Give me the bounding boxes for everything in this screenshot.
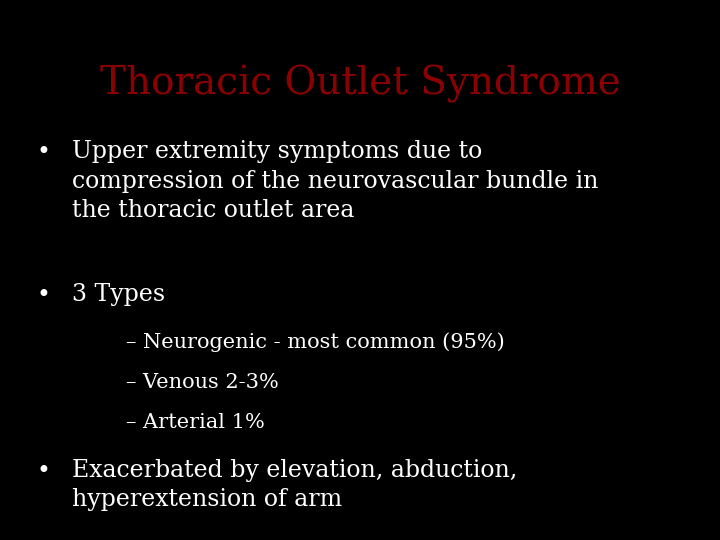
Text: •: •: [36, 284, 50, 307]
Text: Exacerbated by elevation, abduction,
hyperextension of arm: Exacerbated by elevation, abduction, hyp…: [72, 459, 518, 511]
Text: •: •: [36, 459, 50, 483]
Text: – Venous 2-3%: – Venous 2-3%: [126, 373, 279, 392]
Text: Thoracic Outlet Syndrome: Thoracic Outlet Syndrome: [99, 65, 621, 103]
Text: – Arterial 1%: – Arterial 1%: [126, 413, 265, 432]
Text: •: •: [36, 140, 50, 164]
Text: 3 Types: 3 Types: [72, 284, 165, 307]
Text: Upper extremity symptoms due to
compression of the neurovascular bundle in
the t: Upper extremity symptoms due to compress…: [72, 140, 598, 222]
Text: – Neurogenic - most common (95%): – Neurogenic - most common (95%): [126, 332, 505, 352]
